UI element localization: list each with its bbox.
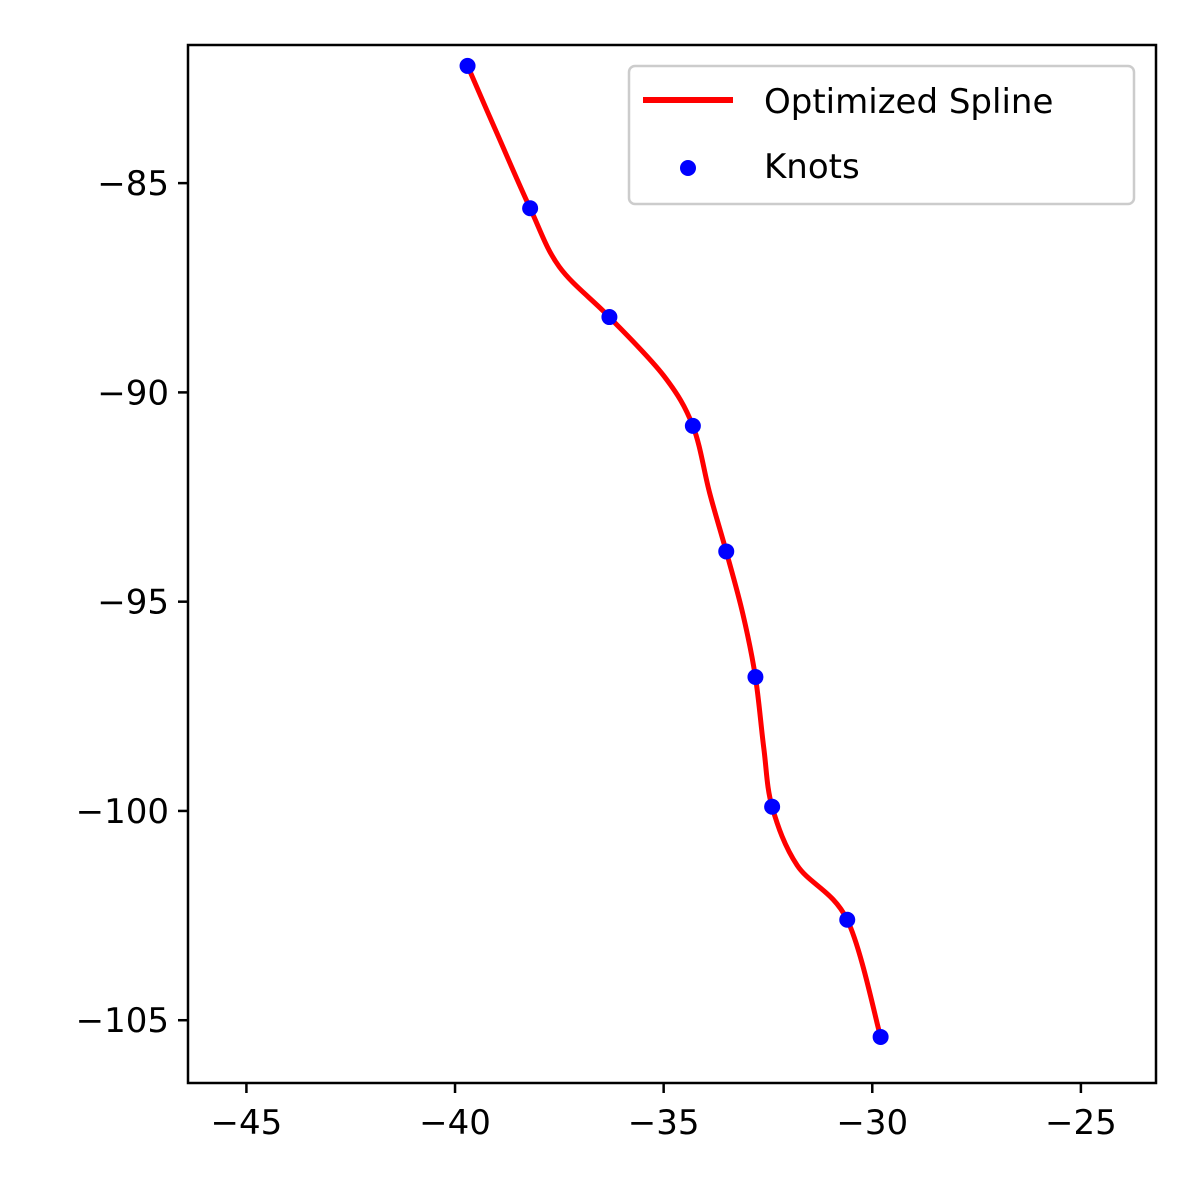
plot-frame	[186, 43, 1158, 1085]
plot-background	[188, 45, 1156, 1083]
knot-point	[839, 911, 856, 928]
x-axis-ticks: −45 −40 −35 −30 −25	[211, 1083, 1117, 1143]
spline-line	[465, 64, 884, 1038]
knot-point	[718, 543, 735, 560]
y-tick-label: −90	[97, 373, 169, 413]
legend-label-knots: Knots	[764, 147, 860, 187]
y-tick-label: −105	[76, 1001, 169, 1041]
y-tick-label: −100	[76, 792, 169, 832]
plot-area	[459, 57, 889, 1045]
legend: Optimized Spline Knots	[627, 64, 1136, 206]
y-axis-ticks: −85 −90 −95 −100 −105	[76, 164, 188, 1041]
y-tick-label: −95	[97, 583, 169, 623]
x-tick-label: −40	[419, 1103, 491, 1143]
knot-point	[684, 417, 701, 434]
knot-point	[601, 309, 618, 326]
knot-point	[872, 1028, 889, 1045]
x-tick-label: −25	[1045, 1103, 1117, 1143]
legend-label-spline: Optimized Spline	[764, 82, 1053, 122]
y-tick-label: −85	[97, 164, 169, 204]
legend-knot-swatch	[680, 160, 696, 176]
legend-box	[627, 64, 1136, 206]
x-tick-label: −45	[211, 1103, 283, 1143]
knot-point	[747, 669, 764, 686]
knot-point	[459, 57, 476, 74]
knot-point	[764, 798, 781, 815]
knot-point	[522, 200, 539, 217]
x-tick-label: −30	[836, 1103, 908, 1143]
x-tick-label: −35	[628, 1103, 700, 1143]
